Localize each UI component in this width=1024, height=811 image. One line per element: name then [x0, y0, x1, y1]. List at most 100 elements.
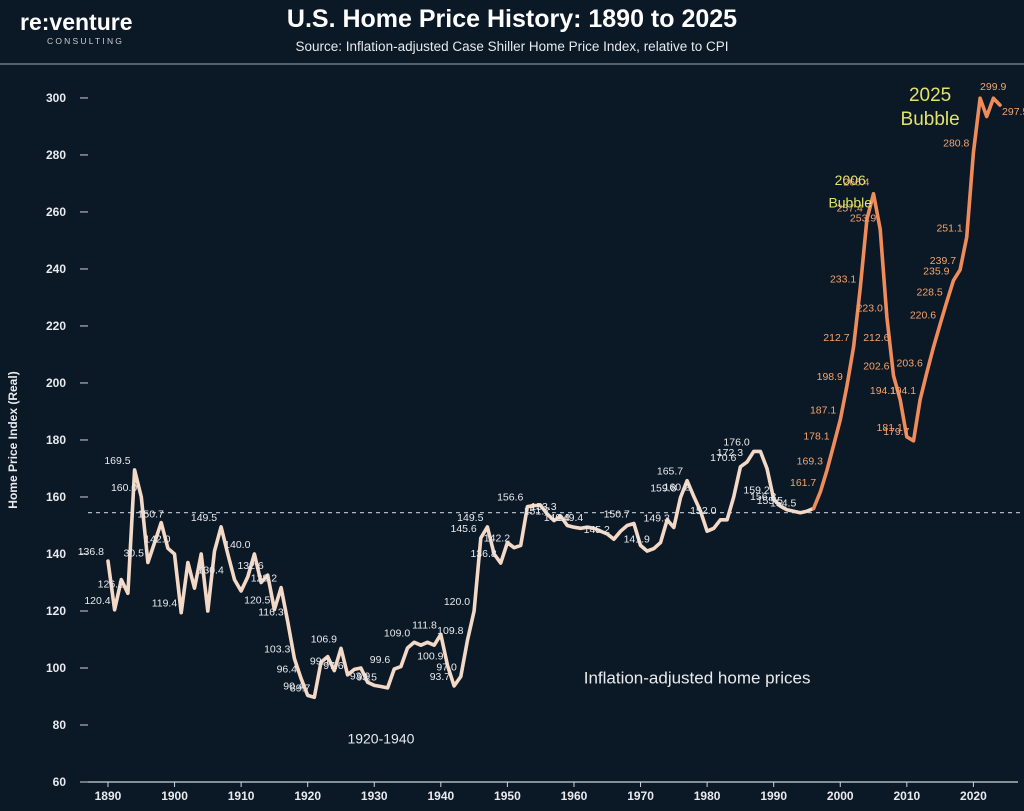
- logo-wordmark: re:venture: [20, 9, 132, 35]
- data-label: 149.5: [191, 512, 217, 524]
- data-label: 149.5: [457, 512, 483, 524]
- x-tick-label: 1940: [427, 789, 454, 803]
- data-label: 228.5: [916, 287, 942, 299]
- data-label: 253.9: [850, 212, 876, 224]
- x-axis: 1890 1900 1910 1920 1930 1940 1950 1960 1970 1980…: [95, 782, 987, 803]
- y-tick-label: 60: [53, 775, 67, 789]
- data-label: 126.2: [98, 578, 124, 590]
- data-label: 297.5: [1002, 106, 1024, 118]
- data-label: 149.4: [557, 512, 583, 524]
- x-tick-label: 1960: [561, 789, 588, 803]
- data-label: 160.2: [664, 481, 690, 493]
- data-label: 99.6: [370, 654, 391, 666]
- data-label: 145.6: [450, 523, 476, 535]
- data-label: 128.2: [251, 573, 277, 585]
- annotation-text: Bubble: [828, 195, 872, 211]
- x-tick-label: 2010: [893, 789, 920, 803]
- data-label: 153.3: [530, 501, 556, 513]
- data-label: 178.1: [803, 430, 829, 442]
- y-tick-label: 140: [46, 547, 66, 561]
- data-labels: 136.8 120.4 169.5 160.0 30.5 126.2 150.7 142.0 1…: [78, 81, 1024, 694]
- x-tick-label: 1890: [95, 789, 122, 803]
- data-label: 160.0: [111, 482, 137, 494]
- data-label: 233.1: [830, 274, 856, 286]
- data-label: 136.8: [470, 548, 496, 560]
- data-label: 251.1: [936, 222, 962, 234]
- data-label: 93.7: [430, 671, 451, 683]
- data-label: 97.6: [323, 660, 344, 672]
- y-tick-label: 300: [46, 91, 66, 105]
- data-label: 169.5: [104, 455, 130, 467]
- y-tick-label: 180: [46, 433, 66, 447]
- chart-subtitle: Source: Inflation-adjusted Case Shiller …: [296, 39, 729, 54]
- x-tick-label: 1910: [228, 789, 255, 803]
- data-label: 154.5: [770, 498, 796, 510]
- data-label: 159.8: [650, 483, 676, 495]
- y-tick-label: 120: [46, 604, 66, 618]
- data-label: 99.1: [310, 656, 331, 668]
- annotation-text: 1920-1940: [347, 731, 414, 747]
- y-tick-label: 200: [46, 376, 66, 390]
- data-label: 212.7: [823, 332, 849, 344]
- data-label: 179.7: [883, 426, 909, 438]
- chart-title: U.S. Home Price History: 1890 to 2025: [287, 5, 737, 33]
- data-label: 239.7: [930, 255, 956, 267]
- data-label: 198.9: [817, 371, 843, 383]
- data-label: 149.3: [644, 512, 670, 524]
- data-label: 132.6: [237, 560, 263, 572]
- data-label: 130.4: [198, 565, 224, 577]
- data-label: 202.6: [863, 361, 889, 373]
- x-tick-label: 1930: [361, 789, 388, 803]
- data-label: 257.4: [837, 202, 863, 214]
- data-label: 181.1: [877, 422, 903, 434]
- data-label: 172.3: [717, 447, 743, 459]
- data-label: 93.9: [350, 670, 371, 682]
- data-label: 142.0: [144, 533, 170, 545]
- data-label: 120.4: [84, 595, 110, 607]
- data-label: 30.5: [123, 548, 144, 560]
- series-lines: [106, 96, 1002, 700]
- x-tick-label: 1990: [760, 789, 787, 803]
- data-label: 187.1: [810, 405, 836, 417]
- data-label: 103.3: [264, 644, 290, 656]
- x-tick-label: 1920: [294, 789, 321, 803]
- logo-tagline: CONSULTING: [47, 36, 124, 46]
- data-label: 151.7: [524, 506, 550, 518]
- data-label: 109.0: [384, 627, 410, 639]
- data-label: 109.8: [437, 625, 463, 637]
- x-tick-label: 1900: [161, 789, 188, 803]
- data-label: 119.4: [152, 598, 178, 610]
- annotation-text: Bubble: [901, 109, 960, 130]
- y-tick-label: 260: [46, 205, 66, 219]
- data-label: 203.6: [897, 358, 923, 370]
- annotations: 2006 Bubble 2025 Bubble 1920-1940 Inflation-a…: [347, 85, 959, 747]
- series-line-recent: [811, 96, 1002, 511]
- data-label: 159.2: [743, 484, 769, 496]
- data-label: 266.4: [843, 177, 869, 189]
- y-tick-label: 220: [46, 319, 66, 333]
- data-label: 116.3: [258, 607, 284, 619]
- data-label: 161.7: [790, 477, 816, 489]
- y-tick-label: 80: [53, 718, 67, 732]
- x-tick-label: 2000: [827, 789, 854, 803]
- data-label: 100.9: [417, 650, 443, 662]
- data-label: 142.2: [484, 533, 510, 545]
- x-tick-label: 1980: [694, 789, 721, 803]
- data-label: 169.3: [797, 455, 823, 467]
- logo: re:venture CONSULTING: [20, 9, 132, 46]
- series-line-early: [106, 449, 816, 700]
- y-axis-label: Home Price Index (Real): [6, 371, 20, 508]
- x-tick-label: 2020: [960, 789, 987, 803]
- data-label: 89.7: [290, 682, 311, 694]
- data-label: 149.4: [544, 512, 570, 524]
- data-label: 280.8: [943, 138, 969, 150]
- x-tick-label: 1970: [627, 789, 654, 803]
- data-label: 90.4: [283, 680, 304, 692]
- data-label: 106.9: [311, 633, 337, 645]
- data-label: 156.6: [497, 492, 523, 504]
- data-label: 194.1: [890, 385, 916, 397]
- data-label: 152.0: [690, 505, 716, 517]
- data-label: 220.6: [910, 309, 936, 321]
- annotation-text: 2025: [909, 85, 951, 106]
